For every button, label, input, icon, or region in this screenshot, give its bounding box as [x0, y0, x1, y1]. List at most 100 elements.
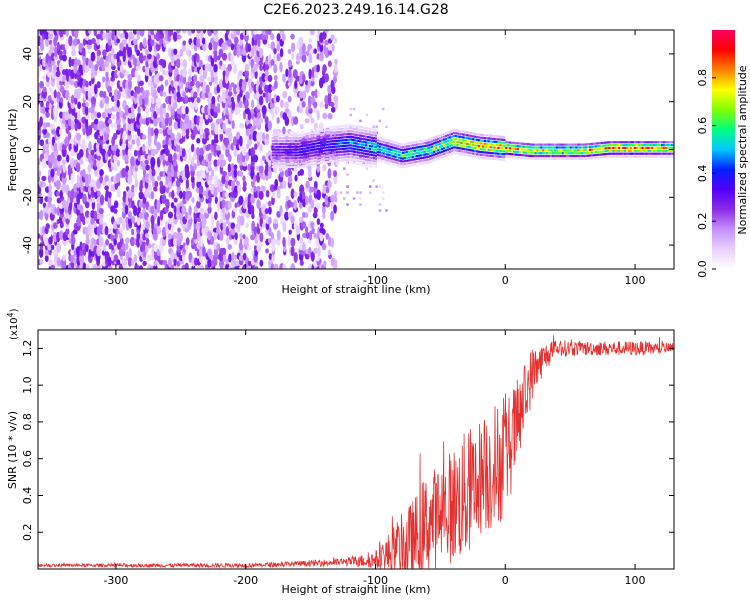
colorbar-tick-label: 0.2 — [696, 212, 709, 230]
spectrogram-cell — [513, 153, 516, 156]
spectrogram-cell — [337, 151, 341, 154]
spectrogram-cell — [105, 116, 110, 127]
spectrogram-cell — [479, 150, 483, 154]
spectrogram-cell — [233, 42, 238, 51]
spectrogram-cell — [319, 231, 324, 242]
spectrogram-y-axis-label: Frequency (Hz) — [6, 109, 19, 192]
spectrogram-cell — [370, 151, 374, 154]
spectrogram-cell — [330, 148, 333, 152]
spectrogram-x-axis-label: Height of straight line (km) — [281, 283, 430, 296]
spectrogram-cell — [165, 112, 170, 119]
spectrogram-cell — [247, 110, 252, 121]
spectrogram-cell — [100, 213, 104, 220]
spectrogram-cell — [162, 91, 167, 97]
spectrogram-cell — [483, 154, 487, 157]
spectrogram-cell — [301, 54, 307, 63]
spectrogram-cell — [610, 152, 613, 155]
spectrogram-cell — [286, 199, 292, 209]
spectrogram-cell — [345, 127, 348, 130]
spectrogram-cell — [283, 165, 286, 168]
spectrogram-cell — [132, 30, 138, 35]
spectrogram-cell — [335, 142, 339, 145]
spectrogram-cell — [417, 151, 420, 154]
spectrogram-cell — [478, 144, 481, 148]
spectrogram-cell — [478, 136, 481, 139]
spectrogram-cell — [470, 143, 473, 146]
spectrogram-cell — [85, 263, 90, 269]
spectrogram-cell — [361, 160, 364, 163]
spectrogram-cell — [188, 102, 192, 110]
spectrogram-cell — [153, 223, 159, 229]
spectrogram-cell — [61, 147, 67, 158]
spectrogram-cell — [526, 143, 529, 146]
spectrogram-cell — [662, 146, 666, 150]
spectrogram-cell — [505, 141, 508, 144]
spectrogram-cell — [588, 148, 592, 151]
spectrogram-cell — [518, 156, 522, 159]
spectrogram-cell — [478, 142, 481, 145]
spectrogram-cell — [380, 151, 383, 155]
spectrogram-cell — [518, 142, 522, 145]
spectrogram-cell — [289, 160, 292, 163]
spectrogram-cell — [230, 43, 235, 51]
spectrogram-cell — [258, 60, 264, 67]
spectrogram-cell — [516, 156, 520, 159]
x-tick-label: -300 — [103, 574, 128, 587]
spectrogram-cell — [214, 196, 218, 204]
spectrogram-cell — [136, 34, 140, 41]
spectrogram-cell — [454, 143, 457, 146]
spectrogram-cell — [388, 145, 391, 148]
spectrogram-cell — [598, 142, 601, 145]
spectrogram-cell — [382, 140, 385, 144]
spectrogram-cell — [218, 153, 224, 161]
spectrogram-cell — [300, 162, 304, 165]
spectrogram-cell — [234, 36, 239, 45]
spectrogram-cell — [368, 131, 372, 135]
spectrogram-cell — [437, 157, 440, 161]
spectrogram-cell — [372, 157, 376, 160]
spectrogram-cell — [392, 155, 395, 158]
spectrogram-cell — [298, 151, 302, 154]
spectrogram-cell — [333, 128, 337, 131]
spectrogram-cell — [296, 154, 300, 157]
spectrogram-cell — [670, 146, 673, 150]
spectrogram-cell — [478, 147, 481, 151]
spectrogram-cell — [138, 95, 144, 106]
spectrogram-cell — [322, 141, 325, 144]
spectrogram-cell — [474, 152, 477, 156]
spectrogram-cell — [304, 147, 307, 150]
spectrogram-cell — [645, 155, 648, 158]
spectrogram-cell — [579, 157, 582, 161]
spectrogram-cell — [553, 154, 557, 158]
spectrogram-cell — [551, 146, 555, 149]
spectrogram-cell — [179, 232, 183, 242]
spectrogram-cell — [314, 156, 317, 160]
spectrogram-cell — [283, 142, 286, 146]
spectrogram-cell — [339, 159, 342, 162]
spectrogram-cell — [271, 151, 274, 154]
spectrogram-cell — [653, 152, 656, 155]
spectrogram-cell — [230, 180, 236, 188]
spectrogram-cell — [336, 191, 340, 194]
spectrogram-cell — [312, 140, 315, 143]
spectrogram-cell — [227, 163, 232, 173]
spectrogram-cell — [339, 130, 342, 133]
spectrogram-cell — [474, 149, 477, 153]
spectrogram-cell — [489, 154, 492, 157]
spectrogram-cell — [538, 146, 541, 149]
spectrogram-cell — [345, 153, 348, 156]
spectrogram-cell — [407, 165, 411, 168]
spectrogram-cell — [190, 42, 195, 50]
spectrogram-cell — [279, 154, 282, 157]
spectrogram-cell — [335, 148, 339, 151]
spectrogram-cell — [668, 146, 672, 150]
spectrogram-cell — [363, 163, 366, 167]
spectrogram-cell — [520, 148, 524, 151]
spectrogram-cell — [287, 165, 290, 168]
spectrogram-cell — [386, 144, 389, 148]
spectrogram-cell — [127, 256, 133, 267]
spectrogram-cell — [124, 104, 130, 116]
spectrogram-cell — [347, 124, 350, 127]
spectrogram-cell — [277, 160, 280, 163]
spectrogram-cell — [164, 263, 169, 269]
